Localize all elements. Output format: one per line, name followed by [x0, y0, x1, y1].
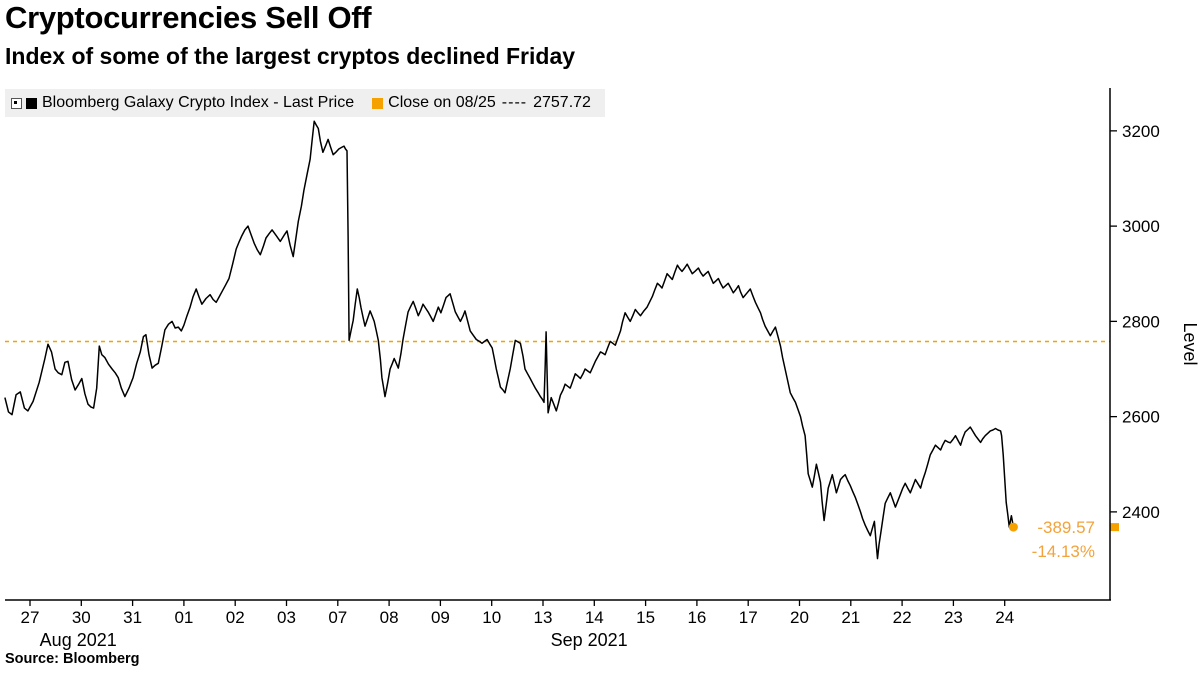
last-price-marker — [1008, 522, 1018, 532]
x-tick-label: 20 — [790, 608, 809, 627]
x-tick-label: 16 — [687, 608, 706, 627]
month-label: Sep 2021 — [551, 630, 628, 650]
x-tick-label: 13 — [534, 608, 553, 627]
x-tick-label: 03 — [277, 608, 296, 627]
legend-series-label: Bloomberg Galaxy Crypto Index - Last Pri… — [42, 94, 355, 111]
y-tick-label: 3200 — [1122, 122, 1160, 141]
month-label: Aug 2021 — [40, 630, 117, 650]
series-swatch-icon — [26, 97, 37, 109]
x-tick-label: 09 — [431, 608, 450, 627]
price-line — [4, 120, 1015, 560]
y-tick-label: 2800 — [1122, 312, 1160, 331]
x-tick-label: 24 — [995, 608, 1014, 627]
change-percent: -14.13% — [1031, 542, 1095, 561]
x-tick-label: 31 — [123, 608, 142, 627]
y-axis-title: Level — [1180, 322, 1200, 365]
y-tick-label: 2600 — [1122, 408, 1160, 427]
source-credit: Source: Bloomberg — [5, 651, 140, 667]
change-annotation: -389.57 -14.13% — [1005, 516, 1095, 564]
legend-close-label: Close on 08/25 — [388, 94, 496, 111]
x-tick-label: 02 — [226, 608, 245, 627]
x-tick-label: 27 — [21, 608, 40, 627]
tracker-toggle-icon[interactable] — [11, 97, 22, 109]
x-tick-label: 07 — [328, 608, 347, 627]
legend: Bloomberg Galaxy Crypto Index - Last Pri… — [5, 89, 605, 117]
x-tick-label: 15 — [636, 608, 655, 627]
x-tick-label: 22 — [893, 608, 912, 627]
x-tick-label: 10 — [482, 608, 501, 627]
x-tick-label: 14 — [585, 608, 604, 627]
x-tick-label: 08 — [380, 608, 399, 627]
y-tick-label: 3000 — [1122, 217, 1160, 236]
x-tick-label: 17 — [739, 608, 758, 627]
close-swatch-icon — [372, 97, 384, 109]
last-price-axis-marker — [1110, 523, 1119, 532]
y-tick-label: 2400 — [1122, 503, 1160, 522]
x-tick-label: 21 — [841, 608, 860, 627]
change-absolute: -389.57 — [1037, 518, 1095, 537]
x-tick-label: 23 — [944, 608, 963, 627]
legend-dash-sample: ---- — [501, 94, 528, 111]
x-tick-label: 30 — [72, 608, 91, 627]
x-tick-label: 01 — [174, 608, 193, 627]
legend-close-value: 2757.72 — [533, 94, 591, 111]
page-subtitle: Index of some of the largest cryptos dec… — [5, 43, 576, 69]
page-title: Cryptocurrencies Sell Off — [5, 0, 372, 35]
